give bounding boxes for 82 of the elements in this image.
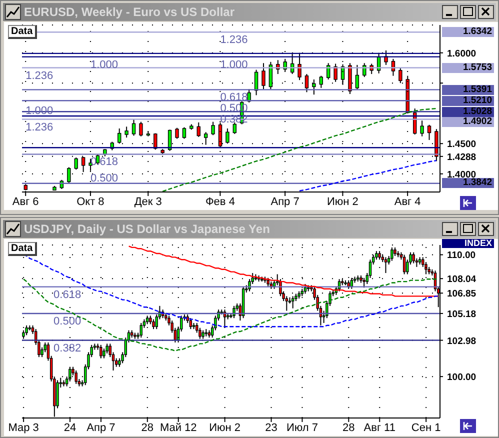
x-tick-label: Июн 2	[327, 196, 358, 208]
x-tick-label: 28	[342, 422, 355, 434]
annotation: 0.500	[54, 315, 82, 328]
ref-line-label: 1.3842	[442, 177, 494, 188]
y-tick-label: 106.85	[447, 288, 477, 300]
candlestick	[175, 127, 179, 140]
annotation: Data	[8, 25, 37, 39]
y-tick-label: 102.98	[447, 336, 476, 347]
y-tick-label: 105.18	[447, 308, 476, 320]
candlestick	[196, 122, 200, 138]
ref-line-label: 1.5210	[442, 94, 494, 106]
x-tick-label: Авг 11	[364, 422, 396, 434]
candlestick	[319, 75, 323, 88]
candlestick	[198, 327, 202, 340]
ref-line-label: 1.5753	[442, 62, 494, 73]
y-tick-label: 108.04	[447, 274, 477, 286]
y-tick-label: 110.00	[447, 250, 476, 262]
candlestick	[211, 121, 215, 136]
x-tick-label: Июн 2	[209, 422, 241, 434]
candlestick	[182, 126, 186, 140]
y-tick-label: 1.4500	[447, 139, 476, 150]
x-tick-label: Фев 4	[205, 196, 235, 208]
candlestick	[74, 157, 78, 170]
candlestick	[384, 256, 388, 274]
line-series	[128, 246, 440, 297]
x-tick-label: Сен 1	[411, 422, 441, 434]
candlestick	[262, 62, 266, 90]
candlestick	[420, 120, 424, 137]
annotation: 1.236	[26, 70, 54, 82]
candlestick	[226, 128, 230, 144]
x-tick-label: Авг 4	[394, 196, 421, 208]
y-tick-label: 1.4288	[447, 152, 476, 163]
candlestick	[56, 380, 59, 409]
y-tick-label: 100.00	[447, 372, 476, 384]
candlestick	[74, 370, 78, 384]
candlestick	[204, 132, 208, 146]
x-tick-label: 28	[141, 422, 154, 434]
candlestick	[298, 52, 302, 81]
chart-title: USDJPY, Daily - US Dollar vs Japanese Yen	[24, 222, 270, 236]
candlestick	[152, 318, 155, 330]
annotation: 0.618	[54, 288, 82, 301]
ref-line-label: 1.5028	[442, 106, 494, 117]
annotation: 0.382	[54, 342, 82, 354]
x-tick-label: Апр 7	[86, 422, 116, 434]
annotation: 1.236	[220, 34, 248, 46]
x-tick-label: Окт 8	[76, 196, 104, 208]
chart-title: EURUSD, Weekly - Euro vs US Dollar	[24, 5, 235, 19]
candlestick	[232, 305, 236, 319]
x-tick-label: Дек 3	[134, 196, 162, 208]
line-series	[298, 160, 437, 192]
candlestick	[247, 88, 251, 103]
annotation: 1.000	[90, 58, 118, 71]
x-tick-label: Май 12	[160, 422, 197, 434]
candlestick	[124, 126, 128, 138]
candlestick	[304, 74, 309, 93]
candlestick	[427, 124, 432, 140]
candlestick	[291, 296, 294, 309]
candlestick	[285, 296, 288, 312]
x-tick-label: Апр 7	[270, 196, 300, 208]
candlestick	[384, 50, 388, 66]
candlestick	[140, 322, 142, 338]
candlestick	[334, 63, 338, 82]
text: INDEX	[442, 238, 494, 248]
x-tick-label: Июл 7	[286, 422, 318, 434]
candlestick	[132, 118, 136, 136]
x-tick-label: 24	[64, 422, 76, 434]
candlestick	[118, 128, 122, 144]
ref-line-label: 1.4902	[442, 116, 494, 127]
ref-line-label: 1.5391	[442, 84, 494, 95]
annotation: 1.236	[26, 121, 54, 134]
candlestick	[355, 64, 360, 90]
annotation: 0.500	[90, 172, 118, 184]
ref-line-label: 1.6342	[442, 26, 494, 38]
annotation: 1.000	[220, 58, 248, 71]
x-tick-label: 23	[265, 422, 278, 434]
annotation: Data	[8, 242, 37, 256]
candlestick	[390, 246, 394, 262]
candlestick	[189, 318, 192, 330]
x-tick-label: Мар 3	[8, 422, 39, 434]
x-tick-label: Авг 6	[12, 196, 39, 208]
candlestick	[139, 121, 143, 137]
y-tick-label: 1.6000	[447, 48, 476, 60]
